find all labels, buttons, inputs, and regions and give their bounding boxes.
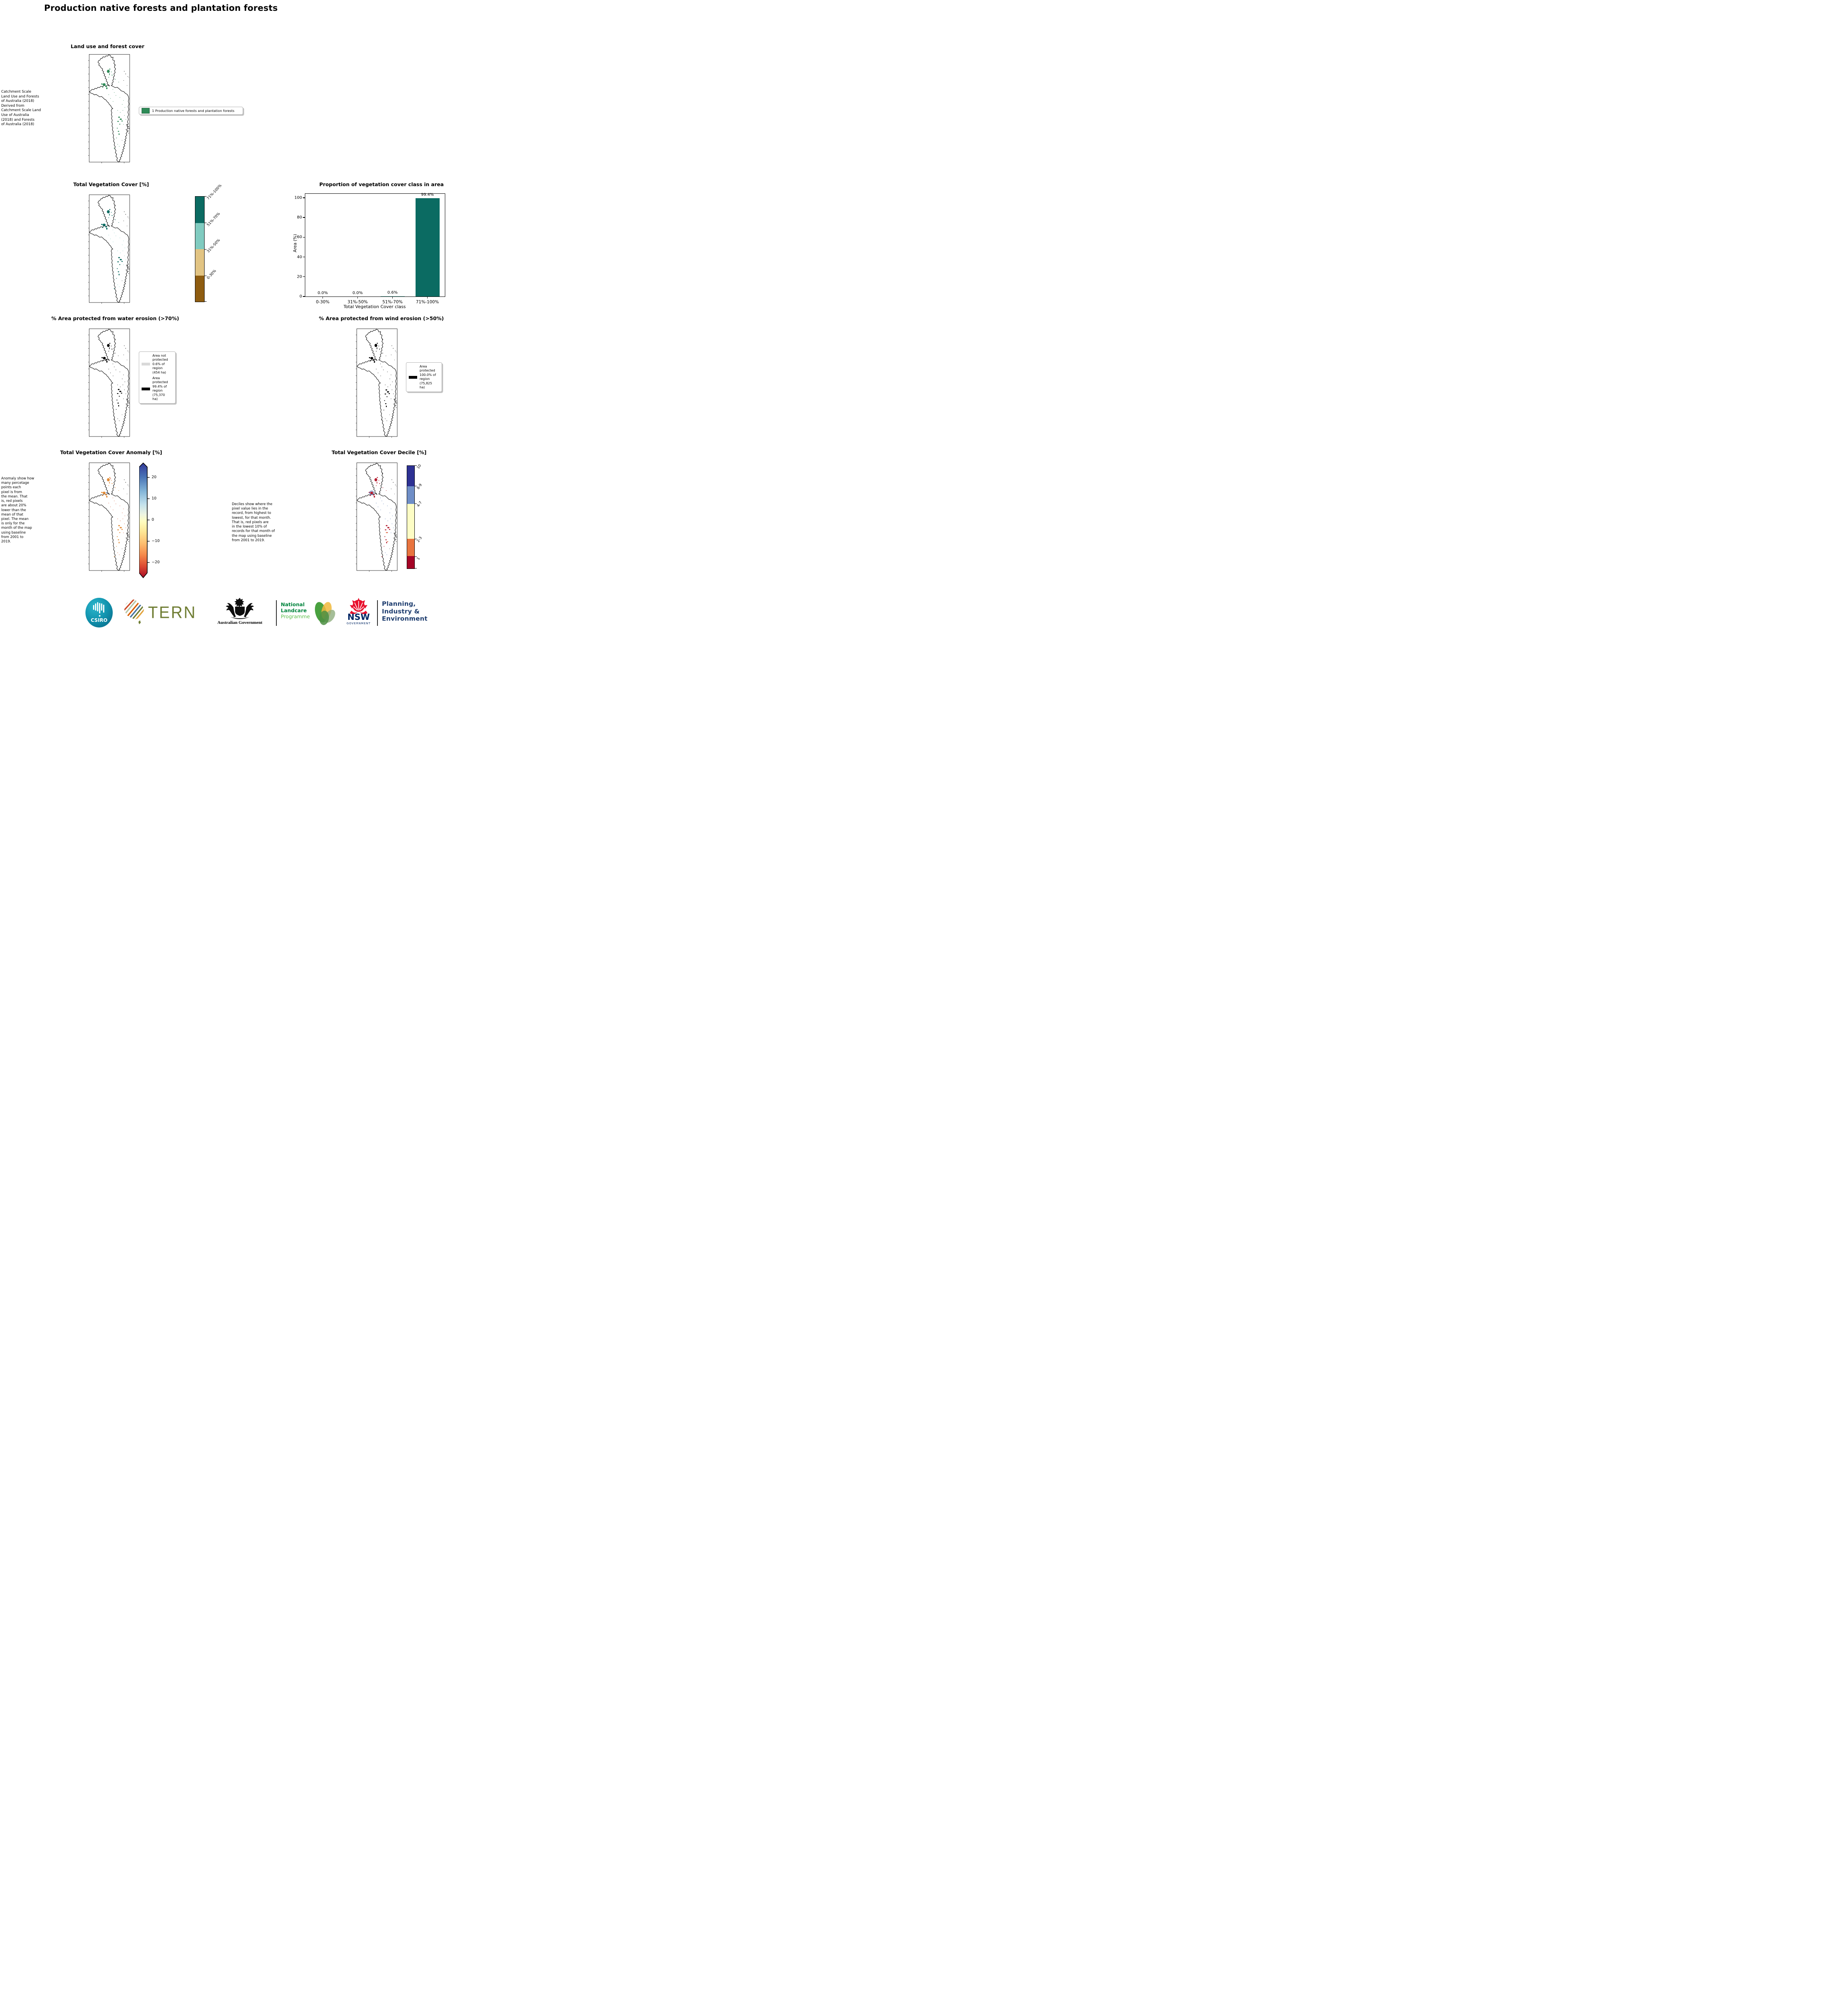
chart-ytick-label: 100 <box>294 195 302 200</box>
landcare-line-landcare: Landcare <box>281 607 307 613</box>
anomaly-tick-0: 0 <box>152 518 154 522</box>
landuse-title: Land use and forest cover <box>71 43 144 49</box>
water-legend-label-not-protected: Area not protected 0.6% of region (454 h… <box>152 354 168 374</box>
chart-xtick-mark <box>357 296 358 298</box>
page-title: Production native forests and plantation… <box>44 3 278 13</box>
landuse-legend: 1 Production native forests and plantati… <box>139 107 243 115</box>
chart-xtick-label: 71%-100% <box>416 300 439 305</box>
nsw-sub-label: GOVERNMENT <box>347 622 371 625</box>
map-water-erosion <box>88 328 130 438</box>
decile-cbar-label-4-7: 4-7 <box>416 501 423 508</box>
bar-value-label: 99.4% <box>421 193 434 197</box>
decile-title: Total Vegetation Cover Decile [%] <box>331 449 427 455</box>
decile-colorbar <box>407 465 415 569</box>
anomaly-tick-20: 20 <box>152 475 157 479</box>
landuse-legend-swatch <box>142 108 150 114</box>
bar-71%-100% <box>415 198 440 296</box>
bar-value-label: 0.0% <box>352 291 363 295</box>
tern-logo-label: TERN <box>148 603 197 622</box>
tvc-colorbar <box>195 196 205 302</box>
tvc-cbar-seg-51-70 <box>195 223 204 249</box>
landcare-line-programme: Programme <box>281 613 310 619</box>
water-legend-label-protected: Area protected 99.4% of region (75,370 h… <box>152 376 168 401</box>
csiro-logo-icon: CSIRO <box>85 598 113 627</box>
chart-ytick-mark <box>303 237 305 238</box>
water-legend-swatch-not-protected <box>142 363 150 366</box>
landcare-logo: National Landcare Programme <box>281 601 310 619</box>
anomaly-tick-10: 10 <box>152 496 157 501</box>
anomaly-title: Total Vegetation Cover Anomaly [%] <box>60 449 162 455</box>
tern-logo-icon: TERN <box>124 599 197 624</box>
landuse-legend-label: 1 Production native forests and plantati… <box>152 108 235 113</box>
tvc-cbar-label-51-70: 51%-70% <box>206 211 221 227</box>
landcare-line-national: National <box>281 601 305 607</box>
wind-legend-swatch-protected <box>409 376 417 379</box>
anomaly-tick-m10: −10 <box>152 539 160 543</box>
decile-cbar-label-2-3: 2-3 <box>416 536 423 543</box>
australian-government-crest-icon <box>226 598 254 619</box>
report-page: Production native forests and plantation… <box>0 0 462 641</box>
chart-xtick-label: 31%-50% <box>347 300 368 305</box>
bar-value-label: 0.0% <box>317 291 328 295</box>
dpie-line-environment: Environment <box>382 615 428 623</box>
tvc-cbar-seg-0-30 <box>195 275 204 302</box>
dpie-line-industry: Industry & <box>382 607 420 615</box>
decile-cbar-label-10: 10 <box>416 463 422 470</box>
map-tvc <box>88 194 130 304</box>
australian-government-label: Australian Government <box>217 620 263 625</box>
wind-legend-label-protected: Area protected 100.0% of region (75,825 … <box>420 365 436 389</box>
chart-xtick-mark <box>427 296 428 298</box>
dpie-logo-text: Planning, Industry & Environment <box>382 600 428 623</box>
chart-title: Proportion of vegetation cover class in … <box>319 181 444 187</box>
csiro-logo-label: CSIRO <box>91 617 108 623</box>
tvc-cbar-label-0-30: 0-30% <box>206 269 217 280</box>
chart-ytick-mark <box>303 276 305 277</box>
landcare-leaf-icon <box>315 602 335 625</box>
water-title: % Area protected from water erosion (>70… <box>51 315 179 321</box>
nsw-label: NSW <box>347 612 370 622</box>
chart-ytick-label: 80 <box>297 215 302 220</box>
decile-cbar-label-1: 1 <box>416 556 421 561</box>
decile-cbar-seg-2-3 <box>407 538 414 556</box>
decile-cbar-seg-8-9 <box>407 486 414 504</box>
chart-ytick-label: 60 <box>297 235 302 240</box>
anomaly-colorbar <box>139 462 150 579</box>
map-anomaly <box>88 462 130 572</box>
tvc-cbar-seg-71-100 <box>195 197 204 223</box>
decile-cbar-label-8-9: 8-9 <box>416 483 423 490</box>
chart-ytick-label: 0 <box>299 294 302 299</box>
chart-ytick-mark <box>303 197 305 198</box>
nsw-logo-icon: NSW GOVERNMENT <box>347 598 371 625</box>
decile-cbar-seg-1 <box>407 556 414 569</box>
footer-divider-2 <box>377 600 378 626</box>
tvc-cbar-label-31-50: 31%-50% <box>206 238 221 254</box>
chart-ytick-label: 20 <box>297 274 302 279</box>
tvc-cbar-seg-31-50 <box>195 249 204 276</box>
bar-value-label: 0.6% <box>387 290 398 295</box>
chart-xlabel: Total Vegetation Cover class <box>343 304 406 309</box>
chart-xtick-label: 0-30% <box>316 300 330 305</box>
landuse-source-note: Catchment Scale Land Use and Forests of … <box>1 90 41 127</box>
bar-chart-plot: 0 20 40 60 80 100 0.0% 0-30% 0.0% 31%-50% 0.6% 51%-… <box>294 193 445 305</box>
tvc-cbar-label-71-100: 71%-100% <box>206 183 223 201</box>
chart-ytick-label: 40 <box>297 255 302 260</box>
wind-legend: Area protected 100.0% of region (75,825 … <box>406 362 442 392</box>
map-wind-erosion <box>355 328 398 438</box>
decile-cbar-seg-4-7 <box>407 504 414 539</box>
map-land-use <box>88 54 130 163</box>
anomaly-note: Anomaly show how many percetage points e… <box>1 477 34 544</box>
wind-title: % Area protected from wind erosion (>50%… <box>319 315 444 321</box>
decile-cbar-seg-10 <box>407 466 414 487</box>
anomaly-tick-m20: −20 <box>152 560 160 564</box>
water-legend: Area not protected 0.6% of region (454 h… <box>139 351 176 404</box>
footer-divider-1 <box>276 600 277 626</box>
tvc-title: Total Vegetation Cover [%] <box>73 181 149 187</box>
decile-note: Deciles show where the pixel value lies … <box>232 502 275 542</box>
dpie-line-planning: Planning, <box>382 600 416 607</box>
chart-xtick-label: 51%-70% <box>382 300 403 305</box>
water-legend-swatch-protected <box>142 387 150 390</box>
map-decile <box>355 462 398 572</box>
chart-xtick-mark <box>392 296 393 298</box>
